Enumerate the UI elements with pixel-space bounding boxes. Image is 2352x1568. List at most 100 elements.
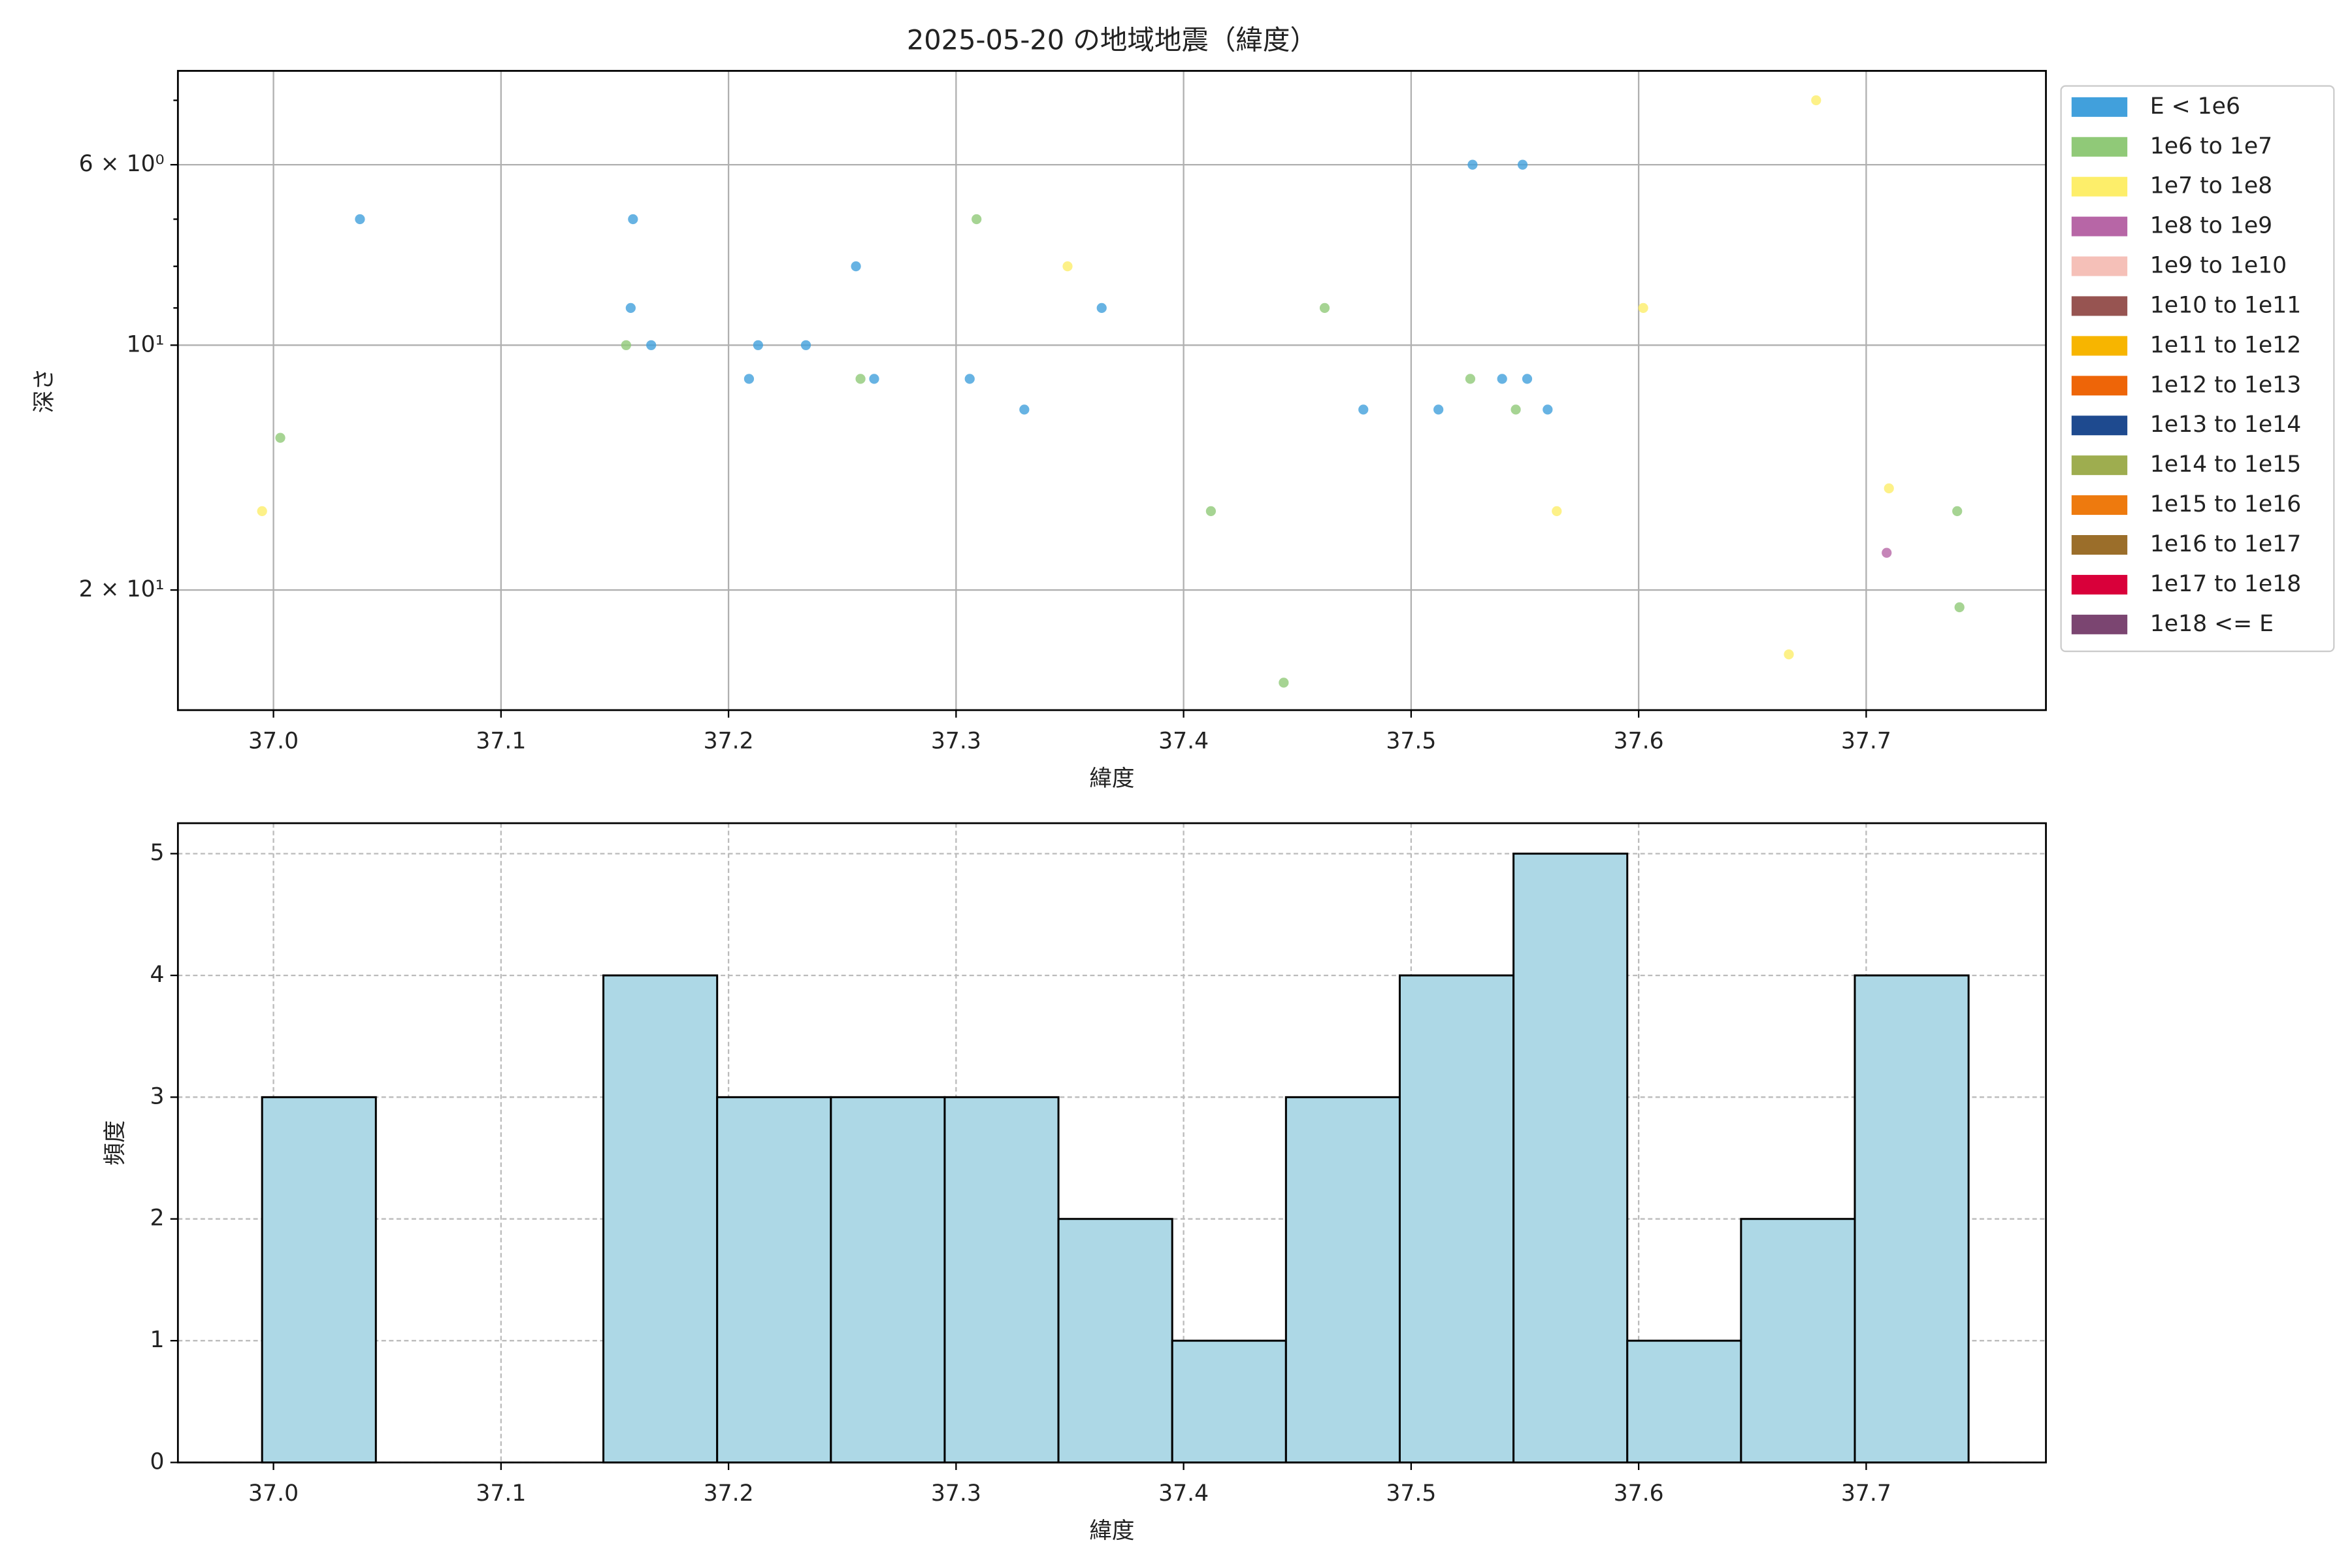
bar xyxy=(1512,853,1629,1463)
point xyxy=(1884,483,1894,494)
legend-label: 1e17 to 1e18 xyxy=(2150,571,2301,597)
x-tick-label: 37.2 xyxy=(704,1480,754,1507)
legend-label: 1e15 to 1e16 xyxy=(2150,491,2301,517)
point xyxy=(972,214,982,225)
point xyxy=(851,261,861,272)
legend-label: 1e16 to 1e17 xyxy=(2150,531,2301,557)
legend-swatch xyxy=(2071,376,2128,396)
x-tick-label: 37.6 xyxy=(1614,1480,1664,1507)
bar xyxy=(1740,1218,1856,1463)
bar xyxy=(1854,974,1970,1463)
point xyxy=(743,374,755,384)
x-tick-label: 37.5 xyxy=(1386,1480,1436,1507)
legend-swatch xyxy=(2071,614,2128,634)
legend-label: 1e12 to 1e13 xyxy=(2150,372,2301,398)
y-tick-label: 0 xyxy=(150,1448,165,1475)
x-tick-label: 37.3 xyxy=(931,1480,981,1507)
point xyxy=(1543,404,1553,415)
point xyxy=(621,340,631,350)
y-tick-label: 3 xyxy=(150,1083,165,1109)
bar xyxy=(1398,974,1515,1463)
y-tick-label: 4 xyxy=(150,962,165,988)
y-tick-label: 1 xyxy=(150,1327,165,1353)
point xyxy=(1319,302,1330,313)
point xyxy=(625,302,636,313)
legend-swatch xyxy=(2071,137,2128,157)
legend-label: 1e18 <= E xyxy=(2150,611,2274,637)
x-tick-label: 37.0 xyxy=(248,1480,299,1507)
plot-frame xyxy=(176,70,2047,711)
point xyxy=(1517,159,1528,170)
legend-swatch xyxy=(2071,495,2128,515)
point xyxy=(1467,159,1478,170)
legend-frame xyxy=(2060,85,2335,653)
x-tick-label: 37.1 xyxy=(476,1480,526,1507)
point xyxy=(1205,506,1217,517)
point xyxy=(1552,506,1562,517)
y-tick-label: 6 × 10⁰ xyxy=(79,151,165,177)
legend-swatch xyxy=(2071,216,2128,237)
x-axis-label: 緯度 xyxy=(1089,1518,1134,1544)
x-tick-label: 37.7 xyxy=(1841,728,1891,754)
point xyxy=(1522,374,1533,384)
y-tick-label: 2 xyxy=(150,1205,165,1232)
x-tick-label: 37.3 xyxy=(931,728,981,754)
point xyxy=(1952,506,1963,517)
legend-swatch xyxy=(2071,176,2128,197)
legend-label: 1e7 to 1e8 xyxy=(2150,173,2272,199)
legend-swatch xyxy=(2071,97,2128,117)
x-tick-label: 37.1 xyxy=(476,728,526,754)
point xyxy=(275,433,286,443)
legend-swatch xyxy=(2071,455,2128,476)
point xyxy=(1433,404,1444,415)
y-tick-label: 2 × 10¹ xyxy=(79,576,165,602)
point xyxy=(1882,547,1892,558)
point xyxy=(1096,302,1107,313)
legend-label: 1e9 to 1e10 xyxy=(2150,253,2287,279)
point xyxy=(355,214,365,225)
legend-swatch xyxy=(2071,296,2128,316)
point xyxy=(753,340,763,350)
point xyxy=(855,374,866,384)
x-tick-label: 37.4 xyxy=(1158,728,1209,754)
x-axis-label: 緯度 xyxy=(1089,766,1134,792)
x-tick-label: 37.4 xyxy=(1158,1480,1209,1507)
point xyxy=(1062,261,1073,272)
bar xyxy=(1057,1218,1173,1463)
point xyxy=(1784,649,1794,660)
legend-swatch xyxy=(2071,336,2128,356)
legend-label: 1e14 to 1e15 xyxy=(2150,451,2301,478)
bar xyxy=(1171,1339,1287,1463)
legend-swatch xyxy=(2071,256,2128,276)
bar xyxy=(1626,1339,1742,1463)
bar xyxy=(261,1096,377,1463)
bar xyxy=(1284,1096,1401,1463)
legend-label: 1e10 to 1e11 xyxy=(2150,292,2301,318)
y-tick-label: 10¹ xyxy=(127,331,165,357)
point xyxy=(1811,95,1821,106)
legend-label: 1e11 to 1e12 xyxy=(2150,332,2301,358)
legend-swatch xyxy=(2071,535,2128,555)
point xyxy=(1638,302,1648,313)
bar xyxy=(602,974,719,1463)
point xyxy=(1511,404,1521,415)
point xyxy=(1279,678,1289,688)
point xyxy=(1358,404,1369,415)
point xyxy=(257,506,267,517)
point xyxy=(1497,374,1507,384)
x-tick-label: 37.7 xyxy=(1841,1480,1891,1507)
point xyxy=(964,374,975,384)
plot-frame xyxy=(176,822,2047,1463)
point xyxy=(869,374,879,384)
y-tick-label: 5 xyxy=(150,840,165,866)
legend-swatch xyxy=(2071,574,2128,595)
x-tick-label: 37.6 xyxy=(1614,728,1664,754)
legend-label: E < 1e6 xyxy=(2150,93,2240,120)
point xyxy=(1019,404,1030,415)
point xyxy=(628,214,638,225)
legend-label: 1e8 to 1e9 xyxy=(2150,213,2272,239)
bar xyxy=(830,1096,946,1463)
legend-label: 1e13 to 1e14 xyxy=(2150,412,2301,438)
x-tick-label: 37.5 xyxy=(1386,728,1436,754)
